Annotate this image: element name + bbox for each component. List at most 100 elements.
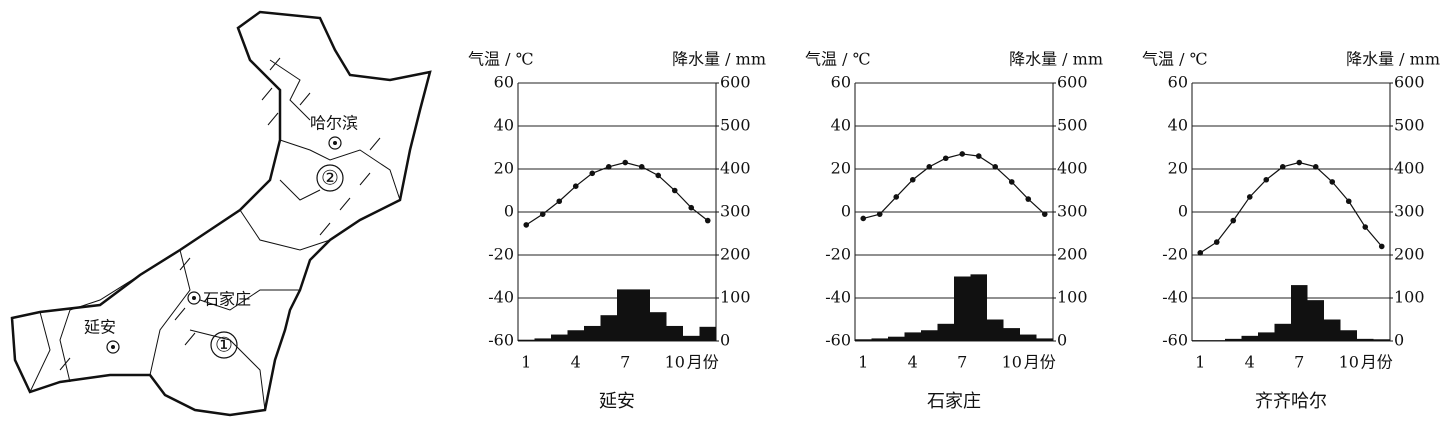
point bbox=[1378, 243, 1385, 250]
point bbox=[1345, 198, 1352, 205]
point bbox=[926, 164, 933, 170]
y2-tick-label: 300 bbox=[1057, 202, 1088, 221]
y-tick-label: 20 bbox=[1168, 159, 1188, 178]
y2-tick-label: 100 bbox=[1394, 288, 1425, 307]
y2-tick-label: 600 bbox=[1057, 73, 1088, 92]
y2-tick-label: 100 bbox=[720, 288, 751, 307]
map bbox=[10, 10, 432, 417]
bar bbox=[600, 315, 617, 341]
bar bbox=[633, 289, 650, 341]
y2-tick-label: 400 bbox=[1394, 159, 1425, 178]
bar bbox=[1324, 319, 1341, 341]
y-tick-label: 60 bbox=[494, 73, 514, 92]
city-label: 哈尔滨 bbox=[310, 114, 358, 133]
point bbox=[876, 211, 883, 217]
y2-tick-label: 500 bbox=[1057, 116, 1088, 135]
point bbox=[638, 164, 645, 170]
bar bbox=[1225, 338, 1242, 341]
city-marker bbox=[106, 340, 120, 354]
bar bbox=[954, 276, 971, 341]
y2-axis-label: 降水量 / mm bbox=[1346, 50, 1440, 69]
y2-tick-label: 100 bbox=[1057, 288, 1088, 307]
point bbox=[1230, 217, 1237, 224]
city-label: 石家庄 bbox=[203, 290, 251, 309]
map-outline bbox=[10, 10, 432, 417]
line bbox=[525, 161, 709, 226]
y2-tick-label: 200 bbox=[720, 245, 751, 264]
city-marker bbox=[328, 136, 342, 150]
point bbox=[1263, 176, 1270, 183]
point bbox=[688, 204, 695, 211]
point bbox=[1279, 164, 1286, 170]
point bbox=[860, 215, 867, 222]
point bbox=[605, 164, 612, 170]
bar bbox=[1258, 332, 1275, 341]
x-tick-label: 4 bbox=[571, 353, 581, 372]
point bbox=[1329, 179, 1336, 185]
point bbox=[1296, 159, 1303, 166]
x-tick-label: 7 bbox=[1294, 353, 1304, 372]
bar bbox=[584, 325, 601, 341]
y2-tick-label: 500 bbox=[720, 116, 751, 135]
line bbox=[1199, 161, 1383, 254]
y2-tick-label: 0 bbox=[720, 331, 730, 350]
bar bbox=[1192, 340, 1209, 341]
bar bbox=[1036, 338, 1053, 341]
point bbox=[1008, 179, 1015, 185]
region-label: ① bbox=[215, 333, 233, 357]
y-tick-label: 0 bbox=[1178, 202, 1188, 221]
y-tick-label: 40 bbox=[494, 116, 514, 135]
y2-tick-label: 0 bbox=[1057, 331, 1067, 350]
y2-tick-label: 500 bbox=[1394, 116, 1425, 135]
point bbox=[523, 222, 530, 228]
city-label: 延安 bbox=[84, 318, 116, 337]
y-tick-label: -20 bbox=[488, 245, 514, 264]
y-tick-label: 20 bbox=[831, 159, 851, 178]
x-tick-label: 4 bbox=[908, 353, 918, 372]
point bbox=[959, 151, 966, 157]
point bbox=[589, 170, 596, 177]
city-marker bbox=[187, 291, 201, 305]
x-tick-label: 7 bbox=[620, 353, 630, 372]
y-tick-label: 20 bbox=[494, 159, 514, 178]
bar bbox=[987, 319, 1004, 341]
point bbox=[704, 217, 711, 224]
bar bbox=[1274, 323, 1291, 341]
y2-tick-label: 300 bbox=[720, 202, 751, 221]
point bbox=[655, 172, 662, 179]
bar bbox=[1357, 338, 1374, 341]
y-tick-label: -40 bbox=[825, 288, 851, 307]
bar bbox=[1241, 335, 1258, 341]
y-tick-label: -60 bbox=[1162, 331, 1188, 350]
y2-tick-label: 400 bbox=[720, 159, 751, 178]
y-tick-label: 60 bbox=[831, 73, 851, 92]
y2-tick-label: 200 bbox=[1394, 245, 1425, 264]
bar bbox=[567, 330, 584, 341]
bar bbox=[1340, 330, 1357, 341]
x-tick-label: 10 bbox=[1002, 353, 1022, 372]
y2-tick-label: 0 bbox=[1394, 331, 1404, 350]
y-axis-label: 气温 / ℃ bbox=[805, 50, 870, 69]
x-tick-label: 10 bbox=[1339, 353, 1359, 372]
point bbox=[992, 164, 999, 170]
x-tick-label: 1 bbox=[521, 353, 531, 372]
y-tick-label: -60 bbox=[825, 331, 851, 350]
point bbox=[539, 211, 546, 217]
point bbox=[572, 183, 579, 189]
bar bbox=[683, 335, 700, 341]
point bbox=[622, 159, 629, 166]
y-tick-label: -20 bbox=[825, 245, 851, 264]
x-tick-label: 7 bbox=[957, 353, 967, 372]
point bbox=[671, 187, 678, 194]
bar bbox=[551, 334, 568, 341]
x-axis-label: 月份 bbox=[1361, 353, 1393, 372]
y2-axis-label: 降水量 / mm bbox=[1009, 50, 1103, 69]
y-tick-label: 0 bbox=[841, 202, 851, 221]
y-tick-label: 40 bbox=[1168, 116, 1188, 135]
point bbox=[1312, 164, 1319, 170]
bar bbox=[617, 289, 634, 341]
line bbox=[863, 153, 1046, 220]
bar bbox=[1291, 285, 1308, 341]
point bbox=[1246, 194, 1253, 200]
